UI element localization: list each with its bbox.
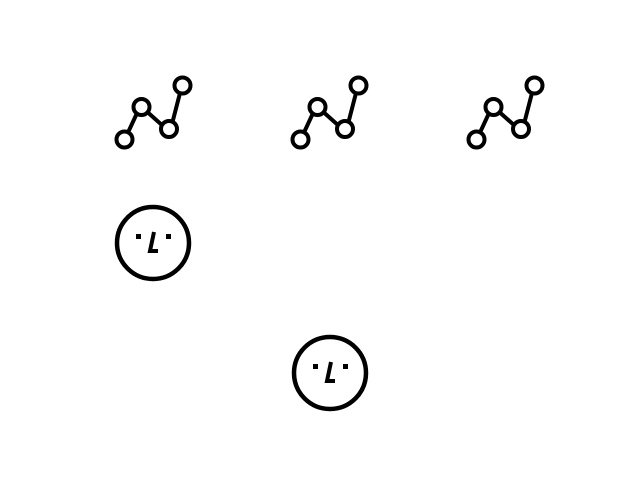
smiley-face-icon: [113, 203, 193, 283]
node-chain-icon: [464, 72, 548, 152]
node-chain-icon: [112, 72, 196, 152]
smiley-face-icon: [290, 333, 370, 413]
node-chain-icon: [288, 72, 372, 152]
